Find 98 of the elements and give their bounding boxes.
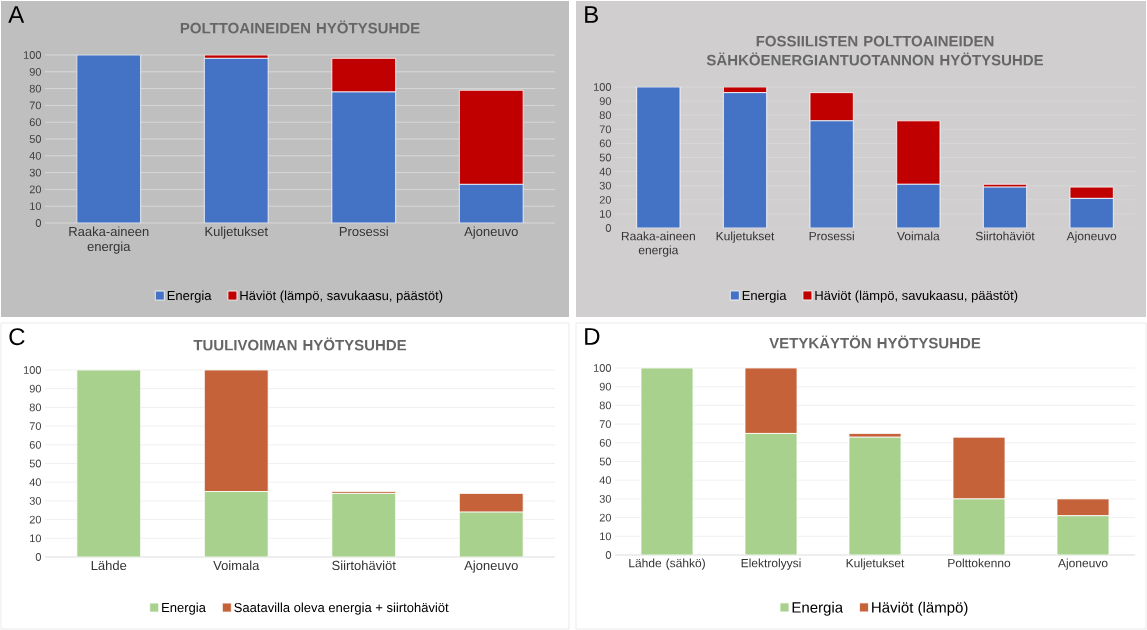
- chart-title: FOSSIILISTEN POLTTOAINEIDEN SÄHKÖENERGIANTUOTANNON HYÖTYSUHDE: [706, 35, 1044, 66]
- y-tick-label: 40: [29, 478, 42, 487]
- text: D: [585, 328, 600, 345]
- x-tick-label: Kuljetukset: [716, 231, 775, 243]
- y-tick-label: 70: [599, 420, 612, 428]
- y-tick-label: 10: [30, 534, 42, 543]
- bar: [952, 436, 1006, 500]
- y-tick-label: 30: [29, 497, 42, 505]
- chart-title: TUULIVOIMAN HYÖTYSUHDE: [193, 337, 407, 351]
- x-tick-label: Ajoneuvo: [464, 226, 518, 239]
- x-tick-label: Raaka-aineen energia: [69, 226, 149, 254]
- x-tick-label: Ajoneuvo: [464, 560, 518, 573]
- y-tick-label: 100: [593, 83, 612, 91]
- y-tick-label: 50: [29, 459, 42, 468]
- y-tick-label: 30: [599, 495, 612, 503]
- bar: [848, 436, 902, 555]
- text: A: [8, 6, 25, 23]
- y-tick-label: 0: [35, 219, 42, 227]
- y-tick-label: 0: [605, 224, 612, 232]
- y-tick-label: 70: [29, 422, 42, 430]
- chart-title: VETYKÄYTÖN HYÖTYSUHDE: [769, 335, 981, 349]
- y-tick-label: 40: [29, 151, 42, 160]
- x-tick-label: Kuljetukset: [205, 226, 268, 239]
- y-tick-label: 70: [29, 101, 42, 110]
- y-tick-label: 60: [29, 118, 42, 127]
- y-tick-label: 40: [599, 476, 612, 485]
- legend-label: Häviöt (lämpö): [872, 601, 968, 616]
- y-tick-label: 80: [29, 84, 42, 93]
- legend-label: Häviöt (lämpö, savukaasu, päästöt): [240, 290, 443, 303]
- bar: [636, 87, 681, 228]
- x-tick-label: Prosessi: [339, 226, 388, 237]
- y-tick-label: 80: [29, 403, 42, 412]
- y-tick-label: 40: [599, 167, 612, 176]
- legend-label: Energia: [167, 290, 212, 303]
- bar: [744, 368, 798, 434]
- x-tick-label: Lähde: [91, 560, 127, 571]
- y-tick-label: 90: [29, 67, 42, 76]
- bar: [76, 370, 142, 557]
- bar: [952, 498, 1006, 555]
- bar: [896, 120, 941, 185]
- y-tick-label: 90: [599, 97, 612, 105]
- bar: [896, 183, 941, 228]
- bar: [331, 493, 397, 557]
- y-tick-label: 10: [30, 202, 42, 211]
- x-tick-label: Voimala: [213, 560, 260, 571]
- legend-label: Energia: [162, 602, 206, 615]
- y-tick-label: 10: [600, 532, 612, 541]
- text: B: [585, 6, 598, 23]
- x-tick-label: Lähde (sähkö): [629, 558, 705, 570]
- x-tick-label: Raaka-aineen energia: [621, 231, 695, 257]
- x-tick-label: Polttokenno: [948, 558, 1011, 568]
- y-tick-label: 30: [29, 168, 42, 177]
- y-tick-label: 20: [29, 185, 42, 194]
- y-tick-label: 0: [35, 553, 42, 561]
- bar: [1069, 197, 1114, 228]
- y-tick-label: 90: [29, 384, 42, 393]
- bar: [982, 186, 1028, 228]
- legend-label: Energia: [742, 290, 787, 303]
- text: C: [9, 328, 25, 346]
- x-tick-label: Prosessi: [809, 231, 854, 241]
- y-tick-label: 60: [29, 440, 42, 449]
- x-tick-label: Siirtohäviöt: [332, 560, 396, 571]
- y-tick-label: 100: [593, 364, 612, 372]
- bar: [1056, 515, 1110, 555]
- y-tick-label: 20: [599, 513, 612, 522]
- legend-label: Saatavilla oleva energia + siirtohäviöt: [234, 602, 449, 615]
- x-tick-label: Elektrolyysi: [741, 558, 801, 570]
- y-tick-label: 50: [599, 457, 612, 466]
- y-tick-label: 90: [599, 382, 612, 391]
- x-tick-label: Voimala: [897, 231, 940, 241]
- y-tick-label: 60: [599, 438, 612, 447]
- bar: [809, 120, 854, 228]
- x-tick-label: Siirtohäviöt: [975, 231, 1035, 241]
- y-tick-label: 100: [23, 51, 42, 59]
- y-tick-label: 100: [23, 366, 42, 374]
- legend-label: Häviöt (lämpö, savukaasu, päästöt): [815, 290, 1018, 303]
- chart-title: POLTTOAINEIDEN HYÖTYSUHDE: [180, 20, 420, 34]
- y-tick-label: 0: [605, 551, 612, 559]
- bar: [640, 368, 694, 555]
- y-tick-label: 20: [599, 195, 612, 204]
- y-tick-label: 80: [599, 401, 612, 410]
- x-tick-label: Kuljetukset: [846, 558, 905, 570]
- legend-label: Energia: [792, 601, 844, 616]
- y-tick-label: 20: [29, 515, 42, 524]
- x-tick-label: Ajoneuvo: [1066, 231, 1117, 243]
- x-tick-label: Ajoneuvo: [1058, 558, 1108, 570]
- bar: [458, 89, 524, 185]
- y-tick-label: 50: [29, 135, 42, 143]
- y-tick-label: 50: [599, 153, 612, 162]
- y-tick-label: 30: [599, 181, 612, 190]
- bar: [331, 57, 397, 93]
- y-tick-label: 70: [599, 125, 612, 134]
- bar: [744, 433, 798, 555]
- y-tick-label: 60: [599, 139, 612, 148]
- bar: [722, 92, 768, 228]
- y-tick-label: 10: [600, 210, 612, 218]
- y-tick-label: 80: [599, 111, 612, 120]
- bar: [809, 92, 854, 122]
